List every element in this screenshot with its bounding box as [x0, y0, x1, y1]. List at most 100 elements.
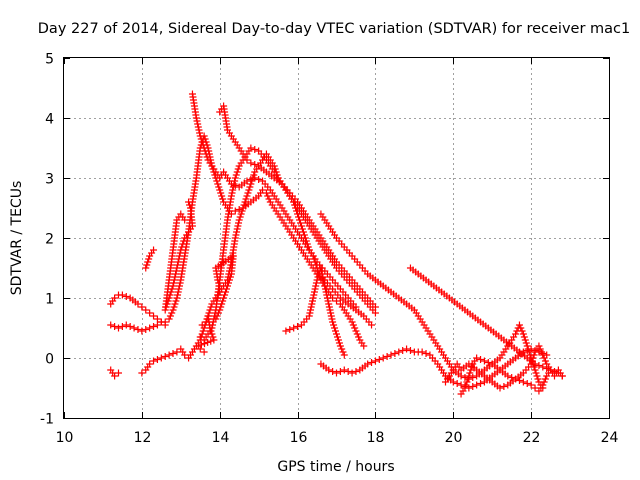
data-point [297, 222, 305, 230]
data-point [290, 324, 298, 332]
data-point [168, 309, 176, 317]
data-point [360, 342, 368, 350]
data-point [238, 207, 246, 215]
data-point [308, 297, 316, 305]
data-point [153, 315, 161, 323]
series-track-1 [107, 291, 169, 329]
data-point [142, 306, 150, 314]
data-point [336, 342, 344, 350]
data-point [352, 368, 360, 375]
data-point [229, 186, 237, 194]
data-point [364, 360, 372, 368]
data-point [204, 338, 212, 346]
data-point [224, 282, 231, 290]
data-point [214, 309, 222, 317]
data-point [515, 377, 523, 384]
data-point [233, 225, 241, 233]
data-point [540, 378, 548, 386]
data-point [321, 285, 329, 293]
data-point [153, 321, 161, 329]
data-point [247, 159, 255, 167]
data-point [325, 300, 333, 308]
data-point [150, 246, 158, 254]
data-point [143, 261, 151, 269]
data-point [541, 375, 549, 383]
data-point [325, 366, 333, 374]
data-point [468, 363, 476, 371]
data-point [199, 327, 207, 335]
data-point [533, 372, 541, 380]
data-point [333, 330, 340, 338]
data-point [338, 345, 346, 353]
data-point [235, 216, 243, 224]
x-axis-label: GPS time / hours [277, 459, 394, 475]
data-point [473, 381, 481, 389]
x-tick-label: 24 [601, 430, 619, 446]
data-point [247, 144, 255, 152]
data-point [527, 360, 535, 368]
data-point [322, 288, 330, 296]
data-point [395, 348, 403, 356]
data-point [255, 176, 263, 183]
data-point [251, 146, 259, 153]
x-tick-label: 10 [56, 430, 74, 446]
data-point [449, 378, 457, 386]
data-point [241, 198, 249, 206]
data-point [524, 345, 532, 353]
data-point [344, 368, 352, 375]
data-point [387, 351, 395, 359]
plot-frame [63, 57, 610, 419]
data-point [282, 327, 290, 335]
data-point [234, 222, 242, 230]
data-point [228, 189, 236, 197]
data-point [169, 350, 177, 357]
data-point [352, 327, 360, 335]
data-point [196, 345, 204, 353]
data-point [335, 339, 343, 347]
data-point [512, 330, 520, 338]
data-point [531, 366, 539, 374]
data-point [180, 237, 188, 245]
data-point [175, 282, 183, 290]
data-point [534, 375, 542, 383]
data-point [225, 276, 233, 284]
series-track-15 [161, 198, 196, 314]
data-point [334, 336, 342, 344]
data-point [218, 192, 226, 200]
data-point [265, 195, 273, 203]
data-point [540, 354, 548, 362]
data-point [251, 161, 259, 168]
series-track-11 [442, 342, 566, 392]
data-point [310, 288, 318, 296]
data-point [203, 153, 211, 161]
data-point [175, 255, 183, 263]
data-point [107, 321, 115, 329]
data-point [522, 339, 530, 347]
data-point [457, 372, 465, 380]
data-point [224, 279, 232, 287]
data-point [329, 318, 337, 326]
series-track-5 [142, 246, 158, 272]
data-point [245, 186, 253, 194]
data-point [209, 333, 217, 341]
data-point [130, 324, 138, 332]
data-point [232, 171, 240, 179]
data-point [197, 135, 205, 143]
data-point [351, 324, 359, 332]
data-point [216, 306, 224, 314]
data-point [198, 321, 206, 329]
data-points [107, 90, 566, 398]
data-point [348, 369, 356, 377]
y-tick-label: 5 [45, 52, 54, 68]
data-point [329, 368, 337, 375]
data-point [185, 198, 193, 206]
data-point [323, 294, 331, 302]
data-point [371, 303, 379, 311]
data-point [118, 291, 126, 299]
y-tick-label: 1 [45, 292, 54, 308]
data-point [333, 369, 340, 377]
data-point [219, 297, 227, 305]
data-point [237, 210, 245, 218]
data-point [518, 327, 526, 335]
data-point [539, 363, 547, 371]
